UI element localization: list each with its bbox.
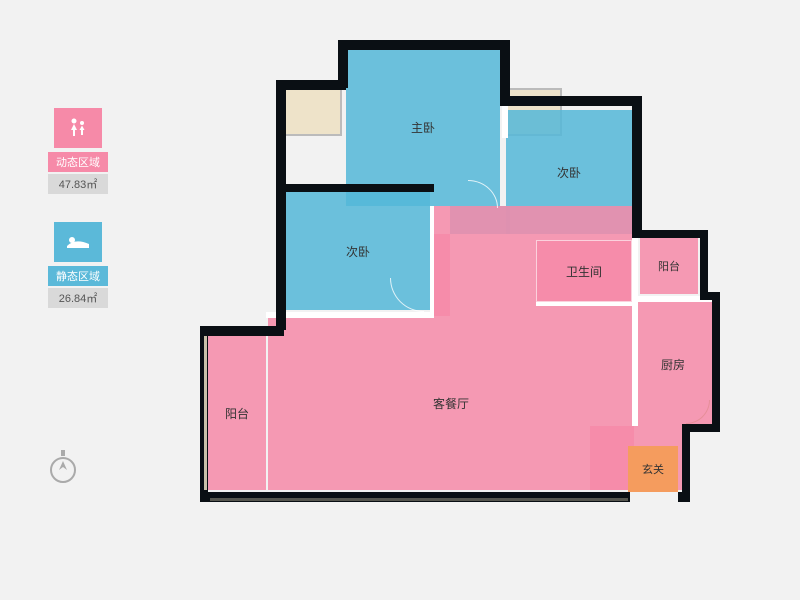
- wall: [682, 424, 690, 500]
- wall: [678, 492, 690, 502]
- wall: [700, 230, 708, 300]
- room-living-dining: 客餐厅: [268, 316, 634, 490]
- wall: [500, 96, 640, 106]
- bed-icon: [54, 222, 102, 262]
- legend-static: 静态区域 26.84㎡: [48, 222, 108, 308]
- room-balcony-left: 阳台: [208, 336, 266, 490]
- label-balcony-right: 阳台: [658, 258, 680, 274]
- label-second-bedroom-left: 次卧: [346, 243, 370, 260]
- label-living-dining: 客餐厅: [433, 395, 469, 412]
- wall: [632, 96, 642, 236]
- people-icon: [54, 108, 102, 148]
- legend-dynamic-value: 47.83㎡: [48, 174, 108, 194]
- wall: [712, 292, 720, 432]
- inner-wall-1: [430, 206, 434, 316]
- label-bathroom: 卫生间: [566, 263, 602, 280]
- label-entrance: 玄关: [642, 461, 664, 477]
- label-balcony-left: 阳台: [225, 405, 249, 422]
- floorplan: 主卧 次卧 次卧 客餐厅 卫生间 阳台 厨房 阳台 玄关: [190, 30, 720, 528]
- inner-wall-4: [536, 302, 636, 306]
- wall: [276, 184, 434, 192]
- legend-static-label: 静态区域: [48, 266, 108, 286]
- glass-line: [204, 336, 207, 490]
- label-second-bedroom-right: 次卧: [557, 164, 581, 181]
- wall: [200, 326, 284, 336]
- glass-line: [210, 498, 628, 501]
- label-master-bedroom: 主卧: [411, 119, 435, 136]
- room-balcony-right: 阳台: [640, 238, 698, 294]
- room-bathroom: 卫生间: [536, 240, 632, 302]
- wall: [276, 80, 346, 90]
- window-bay-left: [282, 88, 342, 136]
- living-upper-small: [434, 234, 450, 316]
- legend-dynamic: 动态区域 47.83㎡: [48, 108, 108, 194]
- inner-wall-3: [632, 238, 638, 426]
- legend-dynamic-label: 动态区域: [48, 152, 108, 172]
- wall: [338, 40, 508, 50]
- wall: [632, 230, 708, 238]
- legend-panel: 动态区域 47.83㎡ 静态区域 26.84㎡: [48, 108, 108, 336]
- wall: [500, 40, 510, 100]
- inner-wall-5: [266, 312, 434, 318]
- label-kitchen: 厨房: [661, 356, 685, 373]
- room-entrance: 玄关: [628, 446, 678, 492]
- wall: [276, 80, 286, 330]
- compass-icon: [48, 450, 78, 480]
- legend-static-value: 26.84㎡: [48, 288, 108, 308]
